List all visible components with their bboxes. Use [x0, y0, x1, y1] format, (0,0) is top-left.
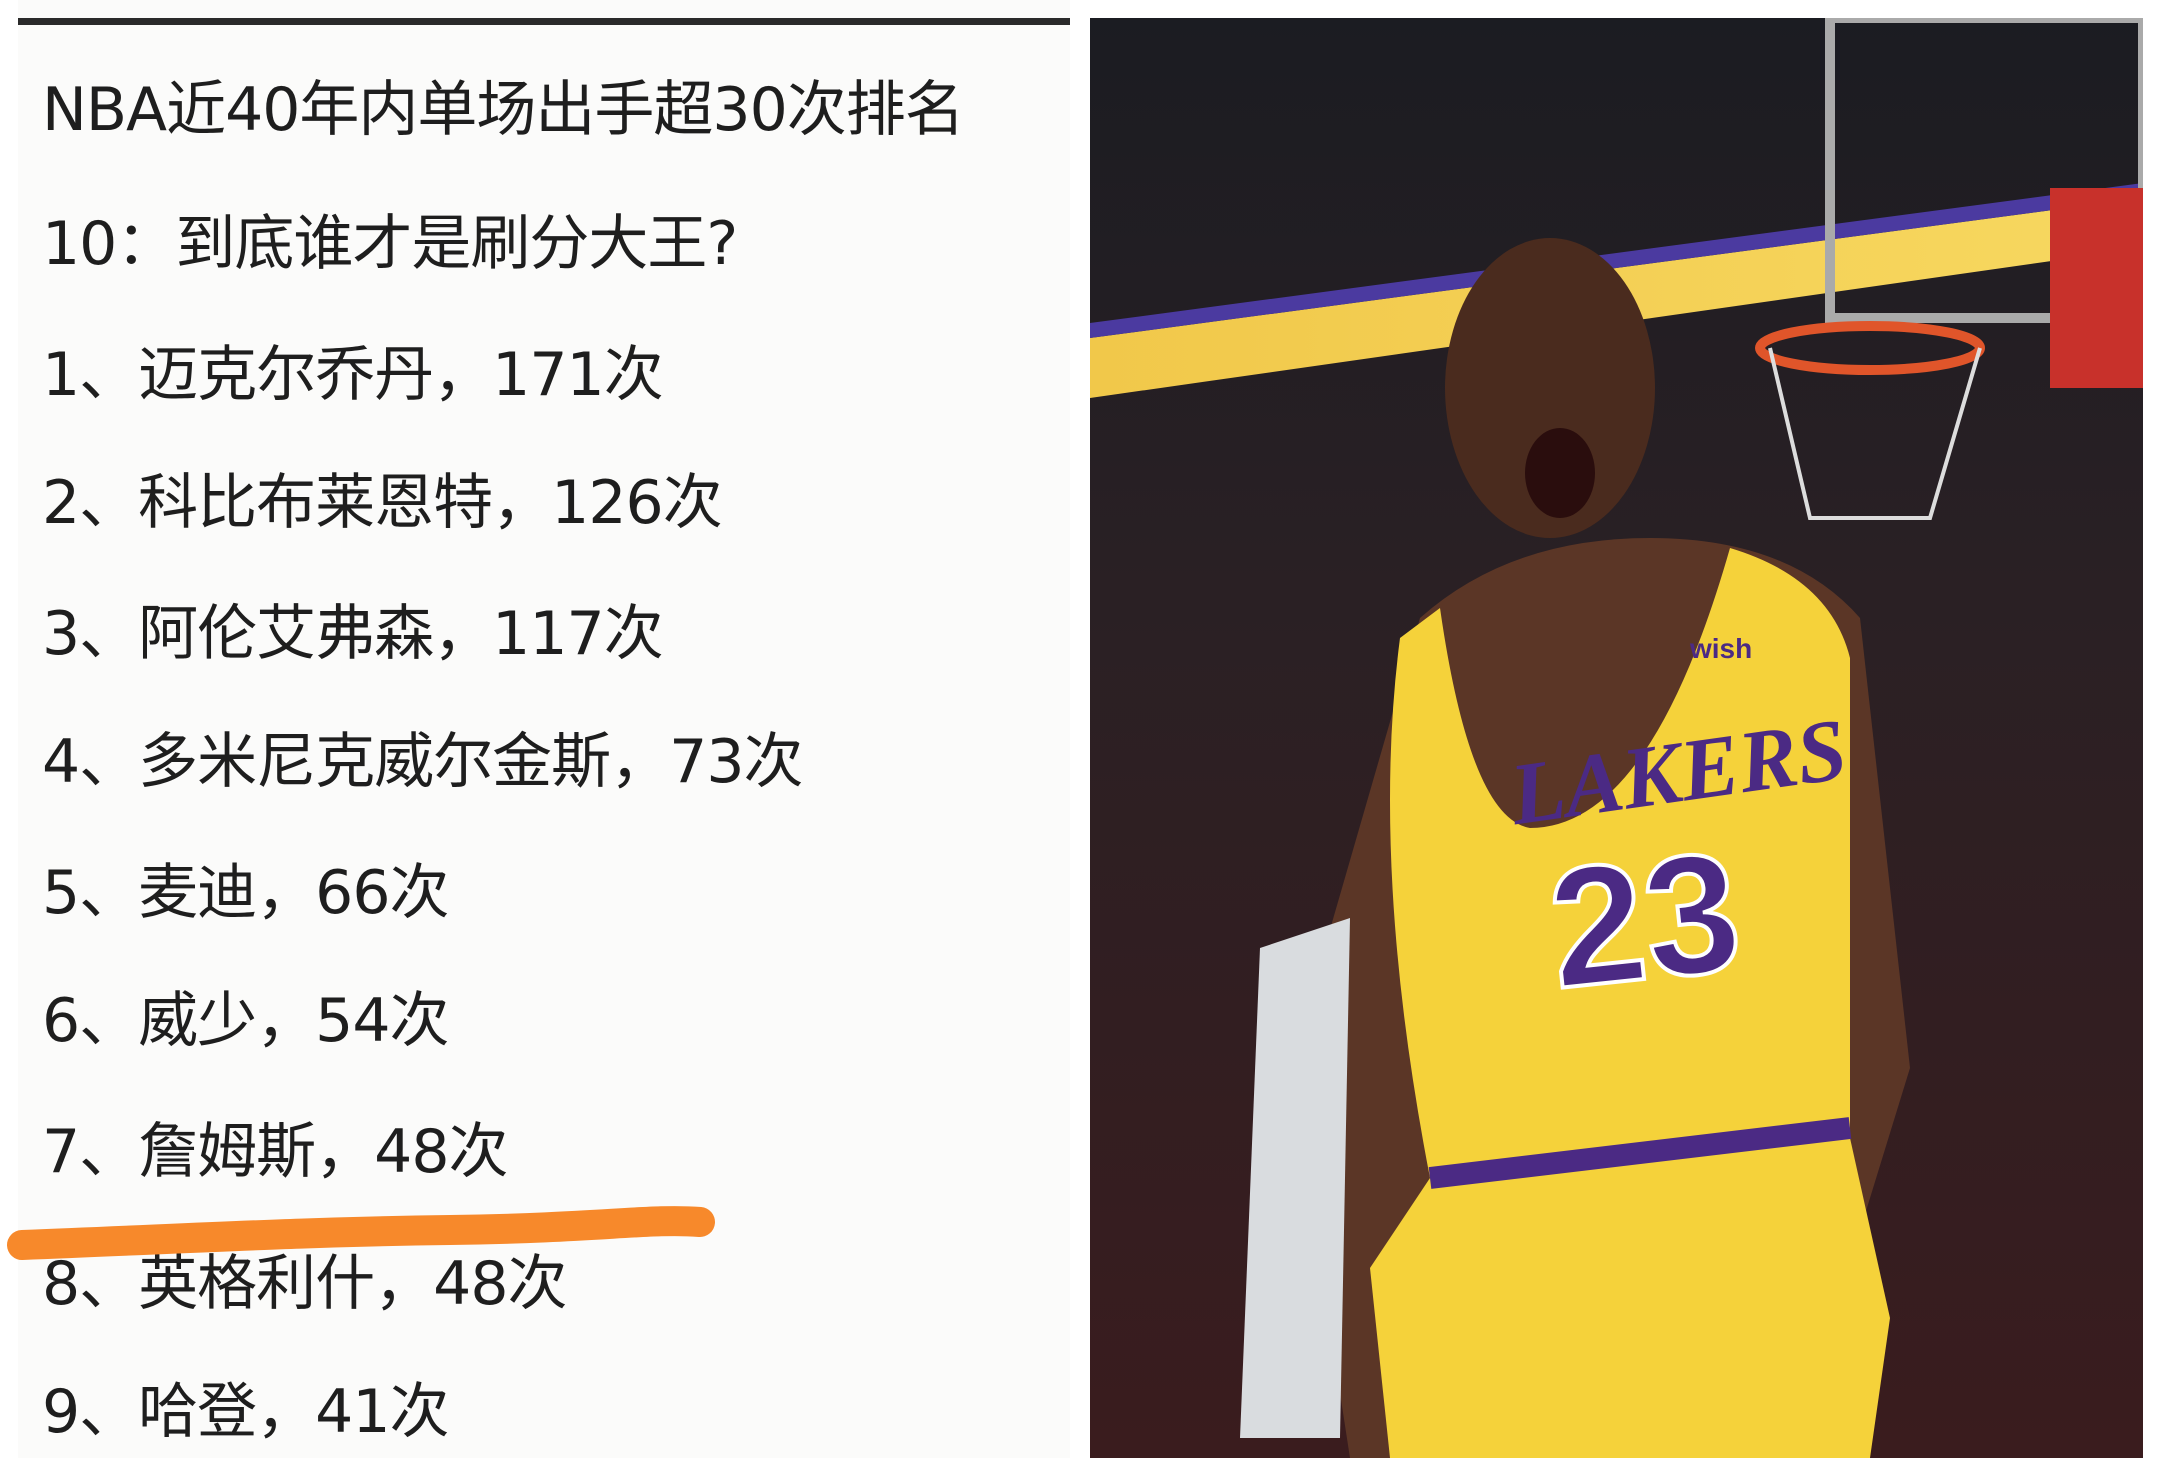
ranking-item: 7、詹姆斯，48次 [42, 1117, 509, 1187]
ranking-item: 5、麦迪，66次 [42, 858, 450, 928]
ranking-item: 3、阿伦艾弗森，117次 [42, 599, 664, 669]
title-line-2: 10：到底谁才是刷分大王? [42, 209, 738, 279]
divider [18, 18, 1070, 25]
basketball-player-photo: LAKERS 23 wish [1090, 18, 2143, 1458]
title-line-1: NBA近40年内单场出手超30次排名 [42, 75, 965, 145]
ranking-item: 2、科比布莱恩特，126次 [42, 468, 723, 538]
ranking-item: 9、哈登，41次 [42, 1377, 450, 1447]
ranking-item: 4、多米尼克威尔金斯，73次 [42, 727, 804, 797]
ranking-item: 6、威少，54次 [42, 986, 450, 1056]
ranking-item: 1、迈克尔乔丹，171次 [42, 340, 664, 410]
ranking-item: 8、英格利什，48次 [42, 1249, 568, 1319]
sponsor-logo: wish [1689, 633, 1752, 664]
jersey-number: 23 [1541, 816, 1749, 1025]
